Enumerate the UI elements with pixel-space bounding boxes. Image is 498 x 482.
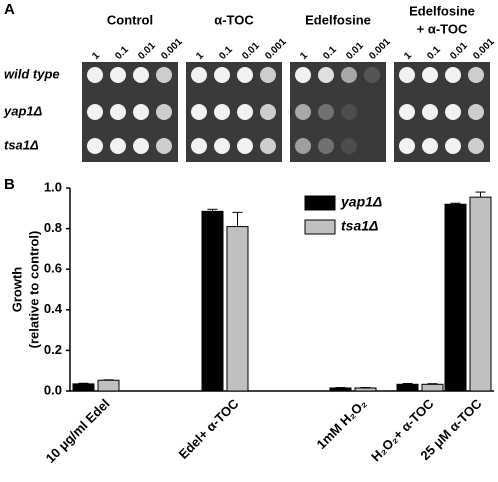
legend-label: tsa1Δ [341,218,378,234]
colony-spot [214,104,230,120]
bar [444,203,467,392]
colony-spot [399,104,415,120]
dilution-label: 0.1 [113,44,131,62]
y-axis-label: Growth [9,267,24,313]
colony-spot [260,104,276,120]
dilution-label: 1 [90,50,102,62]
bar [396,383,419,392]
dilution-label: 0.001 [367,36,393,62]
colony-spot [318,67,334,83]
column-title: + α-TOC [417,21,468,36]
colony-spot [156,104,172,120]
colony-spot [422,67,438,83]
dilution-label: 1 [298,50,310,62]
legend-label: yap1Δ [340,194,382,210]
colony-spot [87,67,103,83]
colony-spot [468,67,484,83]
dilution-label: 0.01 [240,40,262,62]
y-axis-label: (relative to control) [26,231,41,349]
colony-spot [237,138,253,154]
colony-spot [110,138,126,154]
colony-spot [214,67,230,83]
colony-spot [191,67,207,83]
y-tick-label: 0.8 [44,220,62,235]
row-label: wild type [4,66,60,81]
legend-swatch [304,219,336,235]
colony-spot [341,67,357,83]
dilution-label: 0.01 [344,40,366,62]
colony-spot [295,67,311,83]
panel-label: B [4,176,15,193]
colony-spot [318,138,334,154]
dilution-label: 0.01 [136,40,158,62]
bar [329,387,352,392]
colony-spot [445,67,461,83]
colony-spot [445,138,461,154]
legend-swatch [304,195,336,211]
colony-spot [110,67,126,83]
dilution-label: 0.001 [471,36,497,62]
bar [421,383,444,392]
y-tick-label: 0.2 [44,342,62,357]
colony-spot [133,104,149,120]
colony-spot [191,104,207,120]
colony-spot [341,104,357,120]
dilution-label: 0.1 [425,44,443,62]
colony-spot [399,67,415,83]
dilution-label: 1 [194,50,206,62]
dilution-label: 0.1 [321,44,339,62]
colony-spot [341,138,357,154]
row-label: yap1Δ [3,103,43,118]
panel-label: A [4,1,15,18]
colony-spot [191,138,207,154]
colony-spot [214,138,230,154]
colony-spot [468,104,484,120]
bar [72,383,95,392]
colony-spot [468,138,484,154]
dilution-label: 0.001 [263,36,289,62]
colony-spot [422,138,438,154]
colony-spot [260,138,276,154]
colony-spot [399,138,415,154]
colony-spot [237,104,253,120]
colony-spot [237,67,253,83]
colony-spot [87,104,103,120]
bar [469,196,492,392]
column-title: α-TOC [214,12,254,27]
bar [226,226,249,392]
row-label: tsa1Δ [4,137,39,152]
dilution-label: 0.1 [217,44,235,62]
colony-spot [133,67,149,83]
x-tick-label: 10 μg/ml Edel [43,396,113,466]
y-tick-label: 0.0 [44,382,62,397]
dilution-label: 1 [402,50,414,62]
bar [354,387,377,392]
bar [97,379,120,392]
colony-spot [156,67,172,83]
colony-spot [156,138,172,154]
bar [201,210,224,392]
colony-spot [364,67,380,83]
y-tick-label: 0.6 [44,261,62,276]
column-title: Control [107,12,153,27]
x-tick-label: 1mM H₂O₂ [313,396,369,452]
colony-spot [110,104,126,120]
colony-spot [260,67,276,83]
column-title: Edelfosine [409,3,475,18]
y-tick-label: 1.0 [44,179,62,194]
colony-spot [133,138,149,154]
dilution-label: 0.001 [159,36,185,62]
colony-spot [87,138,103,154]
y-tick-label: 0.4 [44,301,63,316]
colony-spot [295,104,311,120]
x-tick-label: Edel+ α-TOC [176,396,242,462]
colony-spot [318,104,334,120]
column-title: Edelfosine [305,12,371,27]
colony-spot [445,104,461,120]
colony-spot [295,138,311,154]
dilution-label: 0.01 [448,40,470,62]
colony-spot [422,104,438,120]
